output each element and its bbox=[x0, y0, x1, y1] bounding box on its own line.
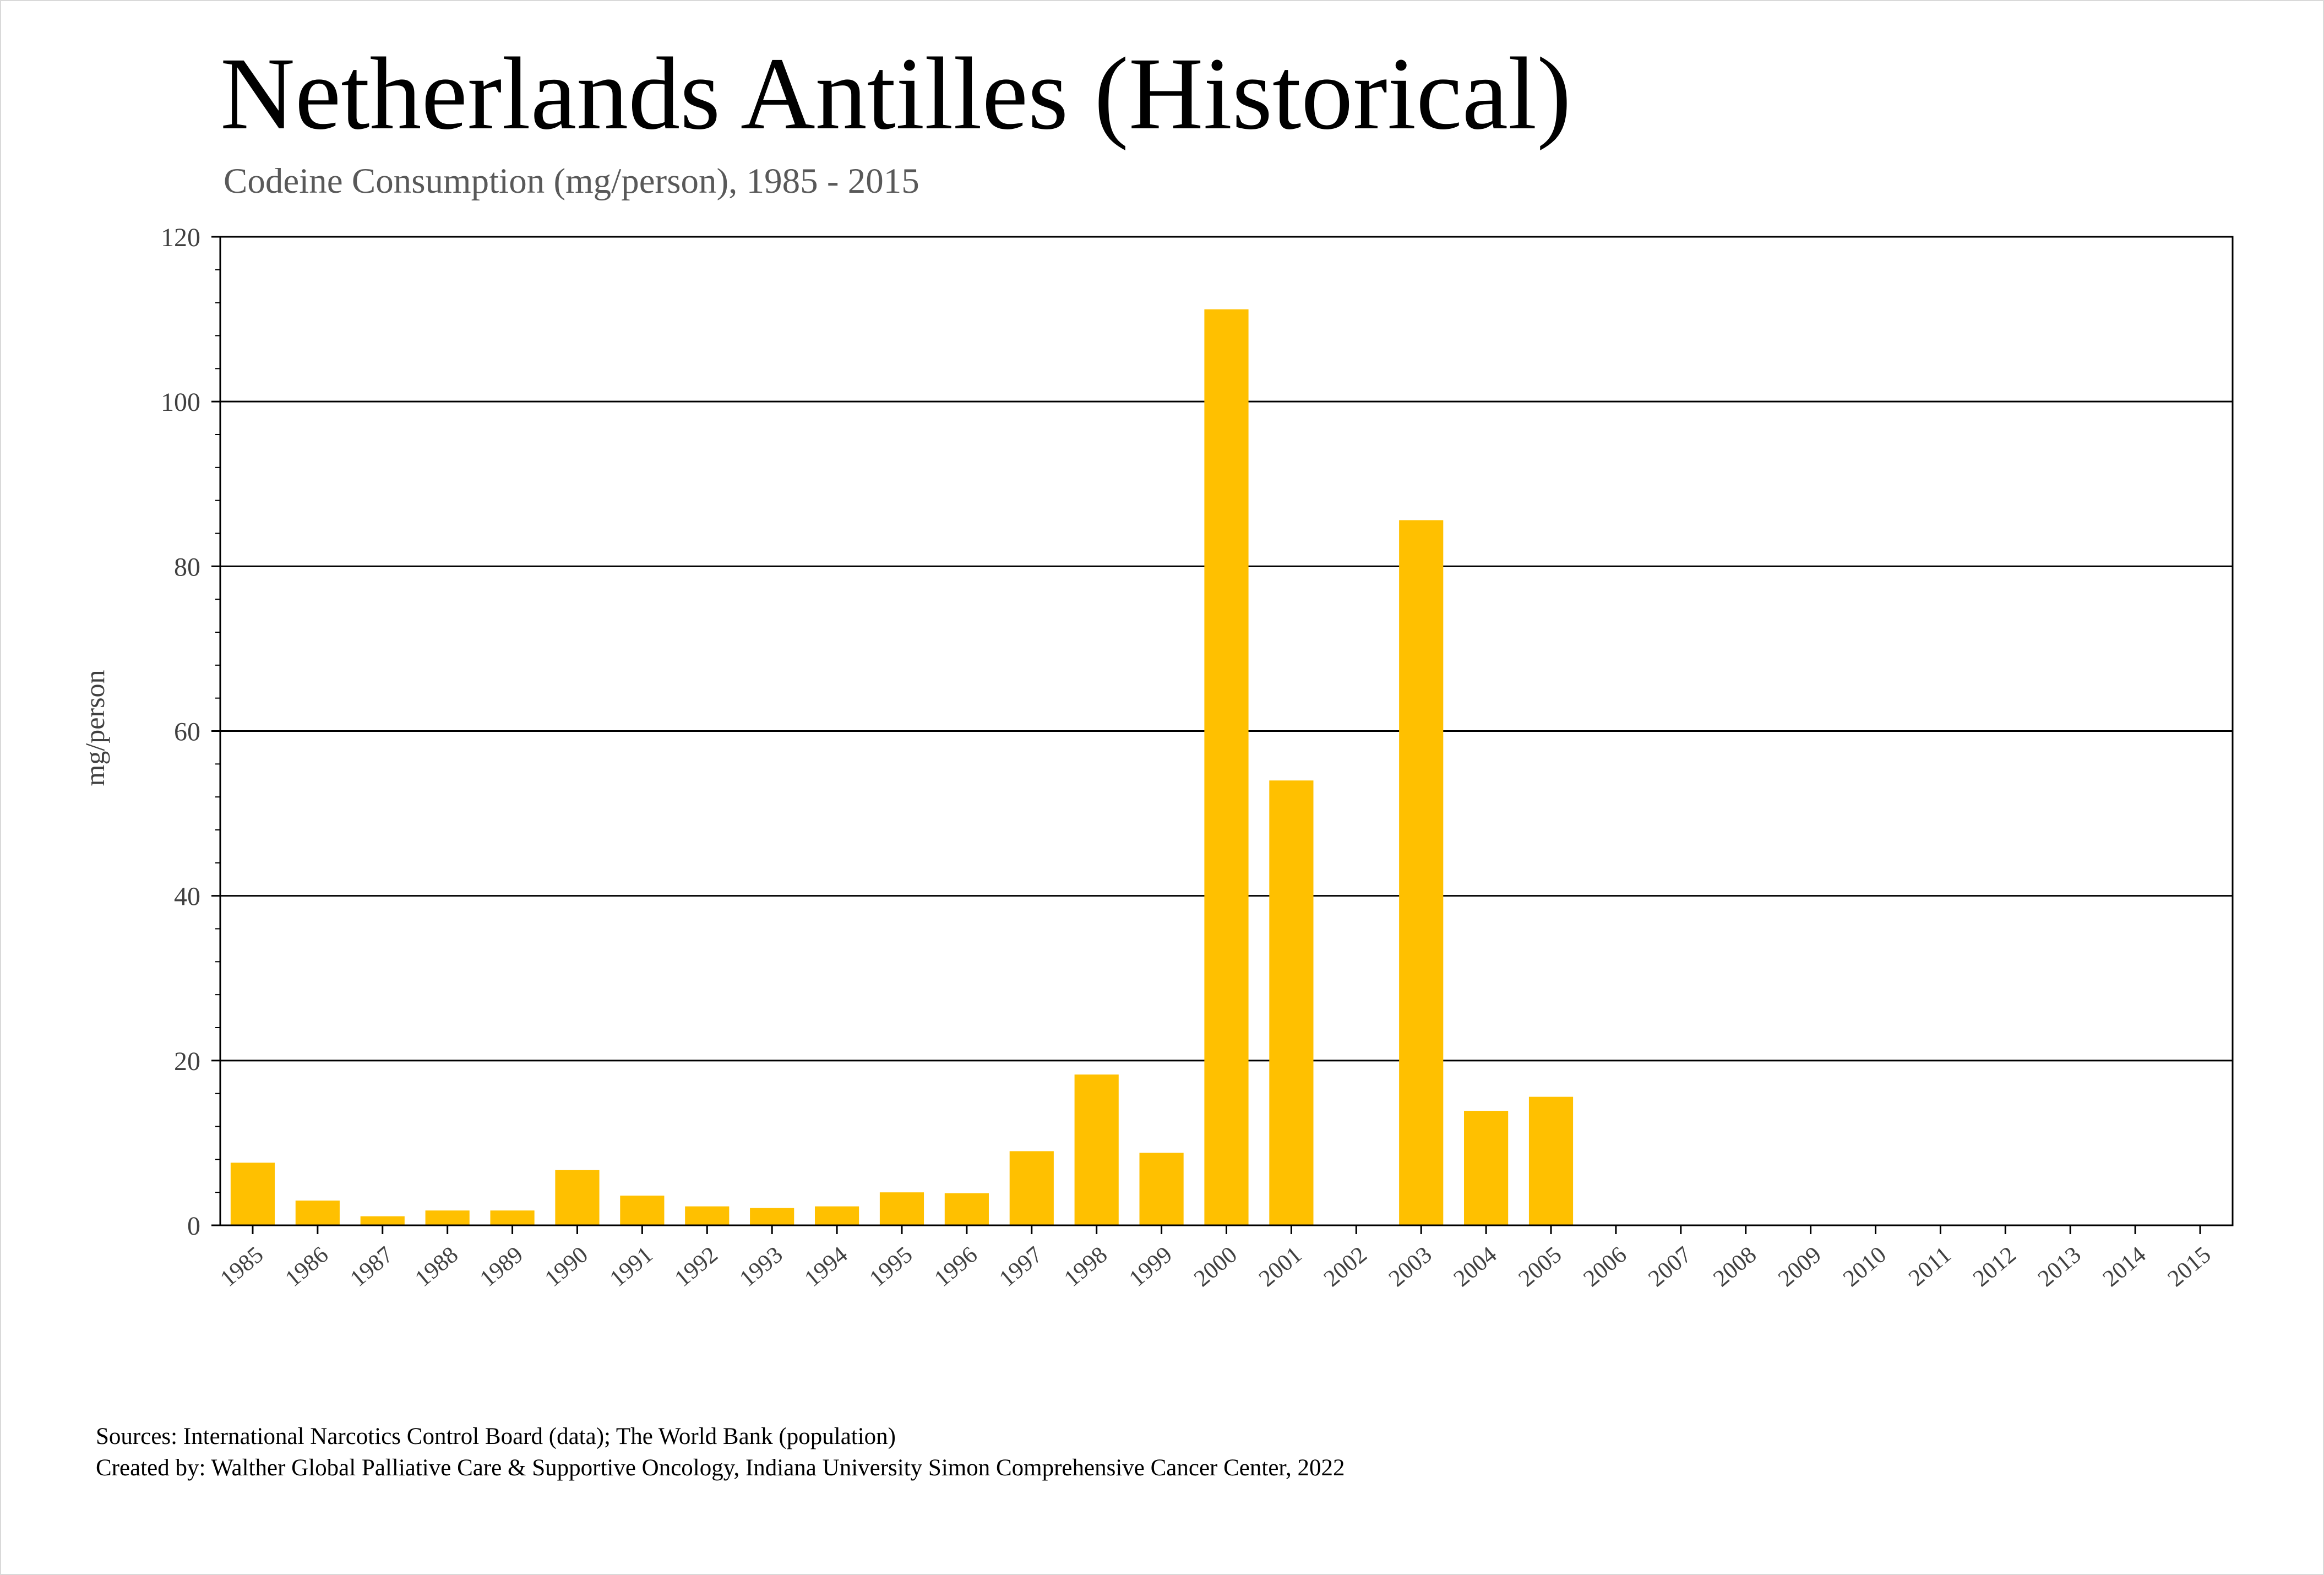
y-tick-label: 0 bbox=[187, 1212, 200, 1241]
credit-note: Created by: Walther Global Palliative Ca… bbox=[96, 1455, 1345, 1481]
bar-1985 bbox=[230, 1163, 275, 1225]
x-tick-label: 2006 bbox=[1579, 1242, 1631, 1292]
y-tick-label: 40 bbox=[174, 882, 200, 911]
x-tick-label: 1995 bbox=[864, 1242, 917, 1292]
x-tick-label: 1991 bbox=[605, 1242, 658, 1292]
x-tick-label: 1989 bbox=[475, 1242, 528, 1292]
bar-1992 bbox=[685, 1206, 730, 1225]
x-tick-label: 2005 bbox=[1514, 1242, 1566, 1292]
x-tick-label: 1994 bbox=[799, 1242, 852, 1292]
x-tick-label: 1986 bbox=[280, 1242, 333, 1292]
x-tick-label: 1988 bbox=[410, 1242, 463, 1292]
x-tick-label: 1990 bbox=[540, 1242, 593, 1292]
bar-1998 bbox=[1074, 1074, 1119, 1225]
x-tick-label: 2012 bbox=[1968, 1242, 2021, 1292]
y-tick-label: 20 bbox=[174, 1047, 200, 1076]
bar-1988 bbox=[425, 1210, 470, 1225]
bar-2004 bbox=[1464, 1111, 1509, 1225]
bar-1987 bbox=[360, 1216, 405, 1225]
y-tick-label: 100 bbox=[161, 388, 200, 417]
footer-notes: Sources: International Narcotics Control… bbox=[96, 1421, 1345, 1484]
bar-1997 bbox=[1009, 1151, 1054, 1225]
x-tick-label: 1998 bbox=[1059, 1242, 1112, 1292]
bar-1994 bbox=[814, 1206, 859, 1225]
bar-2001 bbox=[1269, 780, 1314, 1225]
x-tick-label: 2014 bbox=[2098, 1242, 2151, 1292]
x-tick-label: 2007 bbox=[1643, 1242, 1696, 1292]
x-tick-label: 2011 bbox=[1904, 1242, 1956, 1291]
y-tick-label: 120 bbox=[161, 223, 200, 252]
bar-1989 bbox=[490, 1210, 535, 1225]
x-tick-label: 1993 bbox=[735, 1242, 788, 1292]
bar-2000 bbox=[1204, 309, 1249, 1226]
bar-1990 bbox=[555, 1170, 600, 1225]
y-tick-label: 80 bbox=[174, 552, 200, 582]
x-tick-label: 1992 bbox=[670, 1242, 723, 1292]
x-tick-label: 2015 bbox=[2163, 1242, 2216, 1292]
bar-1991 bbox=[620, 1196, 665, 1225]
x-tick-label: 2013 bbox=[2033, 1242, 2086, 1292]
bar-1993 bbox=[750, 1208, 794, 1225]
y-tick-label: 60 bbox=[174, 718, 200, 747]
x-tick-label: 2000 bbox=[1189, 1242, 1242, 1292]
bar-2003 bbox=[1399, 520, 1444, 1225]
x-tick-label: 2009 bbox=[1773, 1242, 1826, 1292]
x-tick-label: 1997 bbox=[994, 1242, 1047, 1292]
chart-subtitle: Codeine Consumption (mg/person), 1985 - … bbox=[224, 161, 919, 201]
sources-note: Sources: International Narcotics Control… bbox=[96, 1424, 896, 1449]
x-tick-label: 1999 bbox=[1124, 1242, 1177, 1292]
x-tick-label: 1996 bbox=[929, 1242, 982, 1292]
x-tick-label: 2003 bbox=[1384, 1242, 1437, 1292]
x-tick-label: 1987 bbox=[345, 1242, 398, 1292]
x-tick-label: 2001 bbox=[1254, 1242, 1307, 1292]
chart-title: Netherlands Antilles (Historical) bbox=[220, 36, 1571, 151]
bar-1995 bbox=[879, 1192, 924, 1225]
bar-1986 bbox=[295, 1201, 340, 1225]
x-tick-label: 2010 bbox=[1838, 1242, 1891, 1292]
bar-1996 bbox=[944, 1193, 989, 1225]
x-tick-label: 2008 bbox=[1708, 1242, 1761, 1292]
x-tick-label: 2002 bbox=[1319, 1242, 1372, 1292]
x-tick-label: 1985 bbox=[215, 1242, 268, 1292]
bar-1999 bbox=[1139, 1153, 1184, 1225]
bar-2005 bbox=[1528, 1096, 1574, 1225]
x-tick-label: 2004 bbox=[1449, 1242, 1501, 1292]
